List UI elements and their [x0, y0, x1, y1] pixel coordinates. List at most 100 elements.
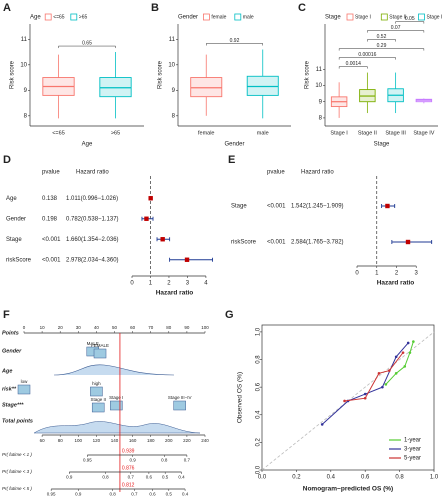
row-label: Gender [2, 348, 22, 354]
row-hazard-ratio: 2.978(2.034−4.360) [66, 257, 119, 263]
total-tick-label: 140 [111, 438, 119, 443]
comparison-pvalue: 0.29 [377, 43, 387, 49]
x-tick-label: 0.0 [258, 475, 267, 481]
header-pvalue: pvalue [267, 170, 285, 176]
y-tick-label: 0.8 [256, 355, 262, 364]
probability-tick-label: 0.6 [146, 475, 153, 480]
y-tick-label: 10 [168, 62, 175, 68]
x-tick-label: 0.6 [361, 475, 370, 481]
legend-title: Age [30, 15, 41, 21]
y-tick-label: 0.4 [256, 410, 262, 419]
panel-label: C [298, 2, 306, 14]
probability-label: Pr( futime < 5 ) [2, 486, 32, 491]
legend-label: Stage III [427, 14, 442, 20]
y-tick-label: 8 [319, 115, 323, 121]
calibration-point [363, 392, 367, 396]
level-label: Stage II [90, 397, 106, 402]
plot-frame [261, 324, 435, 471]
level-label: MALE [87, 341, 99, 346]
x-tick-label: 2 [167, 281, 171, 287]
probability-tick-label: 0.9 [66, 475, 73, 480]
probability-tick-label: 0.8 [102, 475, 109, 480]
calibration-point [320, 423, 324, 426]
y-tick-label: 0.0 [256, 465, 262, 474]
row-label: risk** [2, 386, 17, 392]
prediction-label: 0.939 [122, 448, 135, 454]
calibration-line [321, 342, 409, 425]
confidence-interval [169, 257, 214, 262]
panel-label: G [225, 309, 234, 321]
total-tick-label: 180 [147, 438, 155, 443]
calibration-point [406, 341, 410, 345]
points-tick-label: 0 [23, 325, 26, 330]
row-pvalue: <0.001 [267, 240, 286, 246]
row-hazard-ratio: 1.542(1.245−1.909) [291, 204, 344, 210]
y-tick-label: 9 [319, 99, 323, 105]
legend-swatch [234, 13, 242, 21]
probability-tick-label: 0.8 [110, 492, 117, 497]
calibration-point [394, 355, 398, 359]
x-axis-label: Age [82, 142, 93, 148]
x-tick-label: female [198, 130, 215, 136]
probability-tick-label: 0.6 [149, 492, 156, 497]
row-label: Age [1, 368, 12, 374]
legend-label: >65 [79, 14, 88, 20]
total-tick-label: 200 [165, 438, 173, 443]
x-tick-label: 1.0 [430, 475, 439, 481]
level-label: Stage I [109, 395, 123, 400]
legend-label: Stage II [389, 14, 406, 20]
calibration-line [385, 341, 414, 385]
x-tick-label: 0.2 [292, 475, 301, 481]
comparison-bracket [338, 48, 425, 51]
row-label: Points [2, 330, 19, 336]
level-box [173, 400, 186, 411]
probability-tick-label: 0.8 [161, 458, 168, 463]
points-tick-label: 40 [94, 325, 100, 330]
probability-tick-label: 0.7 [184, 458, 191, 463]
row-label: Stage [231, 204, 247, 210]
total-tick-label: 100 [75, 438, 83, 443]
probability-tick-label: 0.4 [178, 475, 185, 480]
x-axis-label: Nomogram−predicted OS (%) [303, 486, 393, 493]
total-tick-label: 240 [201, 438, 209, 443]
probability-tick-label: 0.4 [182, 492, 189, 497]
legend-swatch [202, 13, 210, 21]
x-tick-label: Stage III [385, 130, 406, 136]
y-axis-label: Risk score [158, 60, 164, 89]
row-pvalue: 0.198 [42, 216, 58, 222]
probability-label: Pr( futime < 1 ) [2, 452, 32, 457]
points-tick-label: 20 [58, 325, 64, 330]
calibration-point [377, 372, 381, 375]
level-label: high [92, 381, 101, 386]
y-tick-label: 10 [315, 83, 322, 89]
x-tick-label: 4 [204, 281, 208, 287]
probability-tick-label: 0.5 [166, 492, 173, 497]
y-tick-label: 8 [172, 113, 176, 119]
probability-label: Pr( futime < 3 ) [2, 469, 32, 474]
probability-tick-label: 0.7 [131, 492, 138, 497]
x-tick-label: 2 [395, 271, 399, 277]
legend-swatch [44, 13, 52, 21]
y-tick-label: 11 [21, 37, 28, 43]
y-tick-label: 8 [24, 113, 28, 119]
x-tick-label: 0.8 [395, 475, 404, 481]
prediction-label: 0.812 [122, 482, 135, 488]
legend-label: 5-year [404, 456, 421, 462]
box [246, 75, 279, 96]
legend-label: 3-year [404, 447, 421, 453]
level-box [90, 386, 103, 397]
comparison-bracket [395, 21, 425, 24]
x-axis-label: Hazard ratio [156, 290, 194, 297]
total-tick-label: 120 [93, 438, 101, 443]
comparison-pvalue: 0.07 [391, 25, 401, 31]
panel-label: E [228, 154, 235, 166]
header-hazard-ratio: Hazard ratio [301, 170, 334, 176]
comparison-pvalue: 0.0014 [346, 61, 362, 67]
points-tick-label: 60 [130, 325, 136, 330]
total-tick-label: 220 [183, 438, 191, 443]
level-box [93, 348, 107, 359]
level-label: low [21, 379, 29, 384]
row-label: riskScore [231, 240, 257, 246]
comparison-pvalue: 0.52 [377, 34, 387, 40]
comparison-bracket [367, 39, 396, 42]
